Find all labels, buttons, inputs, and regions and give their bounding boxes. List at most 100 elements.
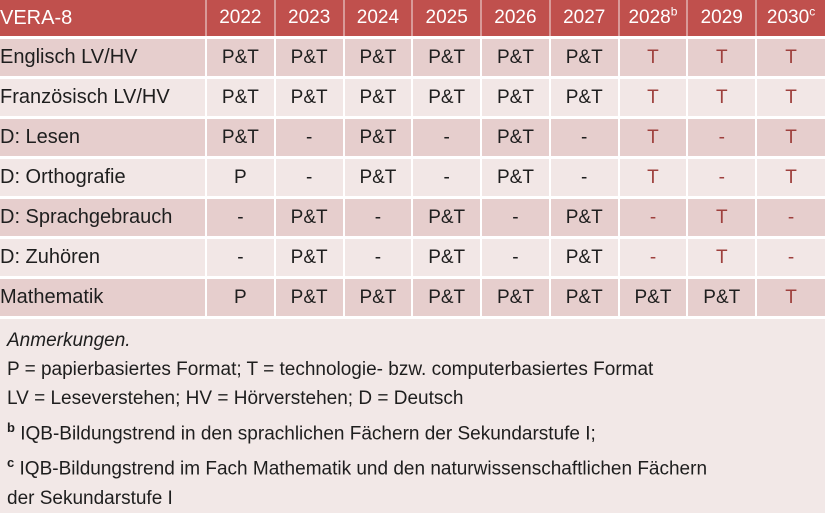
- schedule-cell: P&T: [274, 236, 345, 278]
- schedule-cell: P&T: [274, 276, 345, 316]
- row-label: D: Lesen: [0, 116, 207, 158]
- table-row: D: Sprachgebrauch - P&T - P&T - P&T - T -: [0, 196, 825, 238]
- schedule-cell: P&T: [481, 76, 551, 118]
- schedule-cell: P&T: [274, 196, 345, 238]
- table-title-cell: VERA-8: [0, 0, 207, 38]
- schedule-cell: P&T: [412, 36, 483, 78]
- table-row: D: Zuhören - P&T - P&T - P&T - T -: [0, 236, 825, 278]
- schedule-cell: P&T: [549, 276, 620, 316]
- schedule-cell: -: [206, 196, 276, 238]
- schedule-cell: P&T: [549, 196, 620, 238]
- schedule-cell: P&T: [549, 36, 620, 78]
- footnote-c: c IQB-Bildungstrend im Fach Mathematik u…: [7, 448, 712, 512]
- schedule-cell: P&T: [618, 276, 689, 316]
- footnote-c-marker: c: [7, 455, 15, 471]
- year-column-header: 2028b: [618, 0, 689, 38]
- schedule-cell: T: [756, 276, 825, 316]
- schedule-cell: P&T: [481, 36, 551, 78]
- schedule-cell: T: [618, 36, 689, 78]
- schedule-cell: P&T: [481, 116, 551, 158]
- year-column-header: 2024: [343, 0, 414, 38]
- schedule-cell: P: [206, 156, 276, 198]
- schedule-cell: T: [687, 76, 758, 118]
- table-row: Englisch LV/HV P&T P&T P&T P&T P&T P&T T T T: [0, 36, 825, 78]
- year-column-header: 2027: [549, 0, 620, 38]
- schedule-cell: T: [687, 196, 758, 238]
- schedule-cell: P&T: [687, 276, 758, 316]
- note-format-legend: P = papierbasiertes Format; T = technolo…: [7, 359, 654, 380]
- schedule-cell: P&T: [343, 116, 414, 158]
- row-label: Französisch LV/HV: [0, 76, 207, 118]
- schedule-cell: P&T: [412, 276, 483, 316]
- schedule-cell: T: [618, 156, 689, 198]
- header-row: VERA-8 2022 2023 2024 2025 2026 2027 2028b 2029 2…: [0, 0, 825, 38]
- notes-section: Anmerkungen. P = papierbasiertes Format;…: [0, 316, 825, 513]
- schedule-cell: -: [343, 236, 414, 278]
- table-row: Mathematik P P&T P&T P&T P&T P&T P&T P&T T: [0, 276, 825, 316]
- notes-title: Anmerkungen.: [7, 330, 131, 351]
- table-row: D: Lesen P&T - P&T - P&T - T - T: [0, 116, 825, 158]
- year-column-header: 2023: [274, 0, 345, 38]
- schedule-cell: P&T: [481, 156, 551, 198]
- schedule-cell: -: [412, 156, 483, 198]
- schedule-cell: -: [549, 116, 620, 158]
- row-label: Englisch LV/HV: [0, 36, 207, 78]
- schedule-cell: -: [549, 156, 620, 198]
- footnote-c-text: IQB-Bildungstrend im Fach Mathematik und…: [7, 458, 708, 509]
- schedule-cell: P&T: [343, 156, 414, 198]
- schedule-cell: P&T: [481, 276, 551, 316]
- schedule-cell: -: [756, 236, 825, 278]
- schedule-cell: T: [687, 236, 758, 278]
- schedule-cell: -: [618, 236, 689, 278]
- row-label: D: Orthografie: [0, 156, 207, 198]
- schedule-cell: -: [343, 196, 414, 238]
- table-header: VERA-8 2022 2023 2024 2025 2026 2027 2028b 2029 2…: [0, 0, 825, 38]
- schedule-cell: P&T: [206, 36, 276, 78]
- footnote-b-text: IQB-Bildungstrend in den sprachlichen Fä…: [20, 423, 596, 445]
- schedule-cell: P&T: [343, 276, 414, 316]
- table-body: Englisch LV/HV P&T P&T P&T P&T P&T P&T T T T Franz…: [0, 36, 825, 316]
- schedule-cell: -: [274, 156, 345, 198]
- schedule-cell: T: [756, 36, 825, 78]
- schedule-cell: -: [687, 116, 758, 158]
- schedule-cell: P&T: [206, 76, 276, 118]
- footnote-b: b IQB-Bildungstrend in den sprachlichen …: [7, 413, 712, 448]
- row-label: Mathematik: [0, 276, 207, 316]
- schedule-cell: -: [618, 196, 689, 238]
- row-label: D: Sprachgebrauch: [0, 196, 207, 238]
- schedule-cell: P&T: [274, 36, 345, 78]
- schedule-cell: T: [618, 76, 689, 118]
- schedule-cell: -: [756, 196, 825, 238]
- note-abbrev-legend: LV = Leseverstehen; HV = Hörverstehen; D…: [7, 388, 464, 409]
- schedule-cell: P&T: [549, 236, 620, 278]
- footnote-b-marker: b: [7, 420, 15, 435]
- year-column-header: 2025: [412, 0, 483, 38]
- header-footnote-marker: b: [670, 4, 678, 19]
- schedule-cell: -: [274, 116, 345, 158]
- schedule-cell: T: [618, 116, 689, 158]
- schedule-cell: -: [481, 236, 551, 278]
- year-column-header: 2029: [687, 0, 758, 38]
- schedule-cell: P&T: [206, 116, 276, 158]
- year-column-header: 2022: [206, 0, 276, 38]
- schedule-cell: -: [206, 236, 276, 278]
- row-label: D: Zuhören: [0, 236, 207, 278]
- schedule-cell: P&T: [343, 76, 414, 118]
- schedule-cell: T: [756, 116, 825, 158]
- schedule-cell: -: [481, 196, 551, 238]
- schedule-cell: -: [687, 156, 758, 198]
- schedule-cell: P&T: [274, 76, 345, 118]
- year-column-header: 2030c: [756, 0, 825, 38]
- schedule-cell: P&T: [343, 36, 414, 78]
- schedule-cell: P&T: [412, 196, 483, 238]
- table-row: Französisch LV/HV P&T P&T P&T P&T P&T P&T T T T: [0, 76, 825, 118]
- vera8-schedule-table: VERA-8 2022 2023 2024 2025 2026 2027 2028b 2029 2…: [0, 0, 825, 316]
- schedule-cell: T: [756, 156, 825, 198]
- schedule-cell: -: [412, 116, 483, 158]
- table-row: D: Orthografie P - P&T - P&T - T - T: [0, 156, 825, 198]
- header-footnote-marker: c: [809, 4, 816, 19]
- schedule-cell: P&T: [549, 76, 620, 118]
- year-column-header: 2026: [481, 0, 551, 38]
- schedule-cell: P: [206, 276, 276, 316]
